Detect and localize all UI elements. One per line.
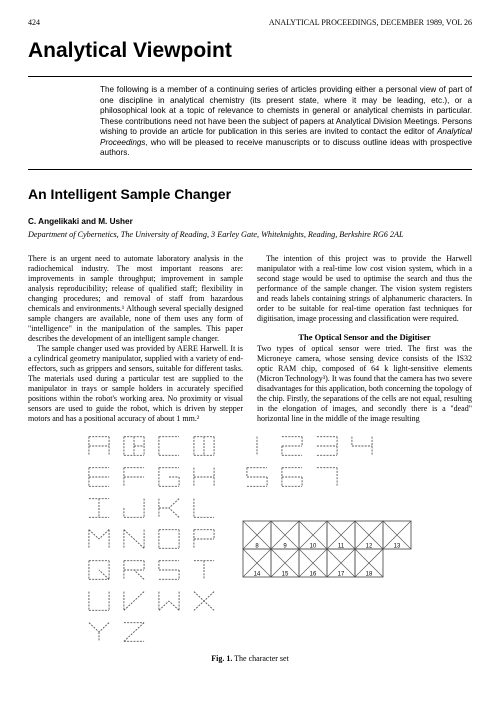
svg-text:13: 13 [394,544,401,550]
svg-text:14: 14 [254,572,261,578]
para: The sample changer used was provided by … [28,344,243,424]
right-column: The intention of this project was to pro… [257,254,472,425]
digits-bottom-grid: 8 9 10 11 12 13 14 15 16 17 18 [242,520,416,580]
authors: C. Angelikaki and M. Usher [28,217,472,227]
affiliation: Department of Cybernetics, The Universit… [28,230,472,240]
subheading: The Optical Sensor and the Digitiser [257,332,472,343]
left-column: There is an urgent need to automate labo… [28,254,243,425]
article-title: An Intelligent Sample Changer [28,186,472,204]
svg-text:17: 17 [338,572,345,578]
svg-text:12: 12 [366,544,373,550]
digits-block: 8 9 10 11 12 13 14 15 16 17 18 [242,432,416,580]
para: There is an urgent need to automate labo… [28,254,243,344]
figure-caption: Fig. 1. The character set [28,654,472,664]
letters-grid [84,432,224,648]
figure-1: 8 9 10 11 12 13 14 15 16 17 18 [28,432,472,648]
running-head: ANALYTICAL PROCEEDINGS, DECEMBER 1989, V… [269,18,472,28]
rule-bottom [28,169,472,170]
page-number: 424 [28,18,40,28]
rule-top [28,76,472,77]
abstract-pre: The following is a member of a continuin… [100,85,472,136]
para: The intention of this project was to pro… [257,254,472,324]
svg-text:16: 16 [310,572,317,578]
digits-top-grid [242,432,382,494]
svg-text:15: 15 [282,572,289,578]
figure-label: Fig. 1. [211,654,232,663]
svg-text:8: 8 [255,544,259,550]
para: Two types of optical sensor were tried. … [257,344,472,424]
svg-text:9: 9 [283,544,287,550]
section-title: Analytical Viewpoint [28,38,472,64]
svg-text:10: 10 [310,544,317,550]
figure-caption-text: The character set [232,654,288,663]
svg-text:11: 11 [338,544,345,550]
abstract-post: who will be pleased to receive manuscrip… [100,138,472,158]
svg-text:18: 18 [366,572,373,578]
body-columns: There is an urgent need to automate labo… [28,254,472,425]
series-abstract: The following is a member of a continuin… [100,85,472,159]
